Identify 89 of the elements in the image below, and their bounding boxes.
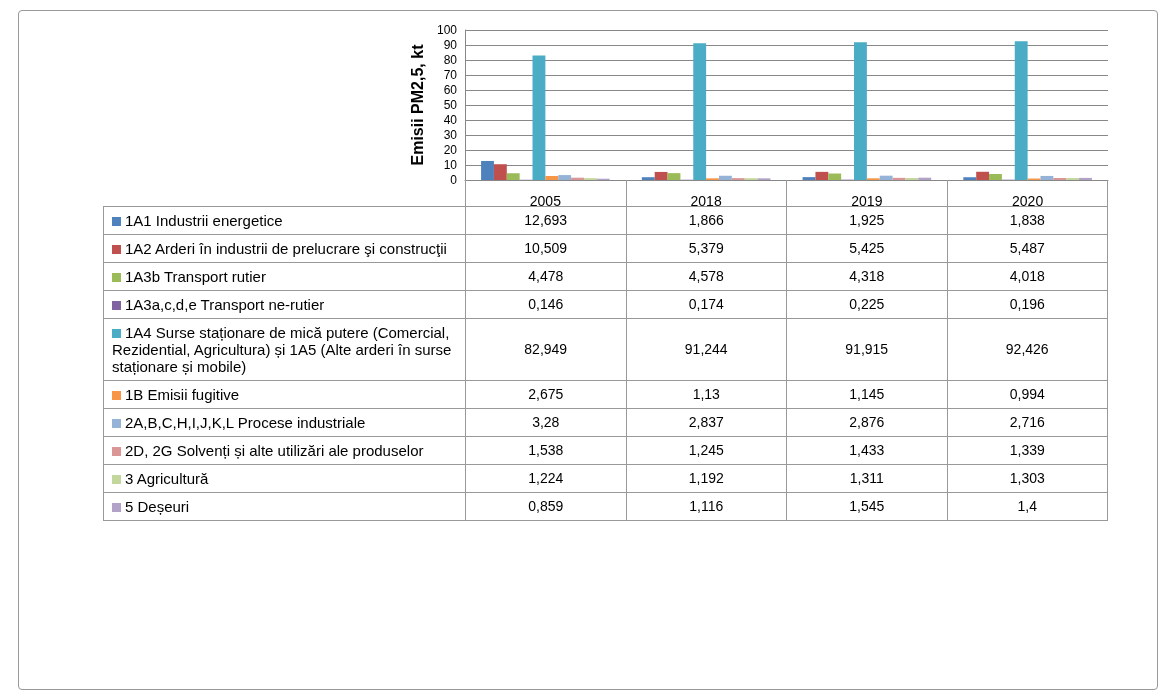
data-label: 1,545 (786, 492, 947, 520)
data-label: 1,538 (465, 436, 626, 464)
bar (641, 177, 655, 180)
data-label: 2,716 (947, 408, 1108, 436)
y-tick-label: 50 (443, 98, 458, 112)
data-label: 1,311 (786, 464, 947, 492)
data-label: 1,224 (465, 464, 626, 492)
bar (963, 177, 977, 180)
legend-label: 1A4 Surse staționare de mică putere (Comercial, Rezidential, Agricultura) și 1A5 (Alte arderi în surse staționare și mobile) (112, 323, 452, 375)
data-label: 92,426 (947, 318, 1108, 380)
bar (532, 55, 546, 180)
data-label: 91,915 (786, 318, 947, 380)
legend-label: 2A,B,C,H,I,J,K,L Procese industriale (124, 413, 366, 431)
data-label: 3,28 (465, 408, 626, 436)
data-label: 0,174 (626, 290, 787, 318)
data-label: 4,018 (947, 262, 1108, 290)
y-tick-label: 40 (443, 113, 458, 127)
data-label: 5,425 (786, 234, 947, 262)
bar (976, 171, 990, 180)
x-tick-label: 2020 (1012, 193, 1044, 209)
bar (1079, 177, 1092, 180)
bar (493, 164, 507, 180)
bar (815, 171, 829, 180)
data-label: 5,487 (947, 234, 1108, 262)
data-label: 1,433 (786, 436, 947, 464)
data-label: 2,675 (465, 380, 626, 408)
legend-label: 2D, 2G Solvenți și alte utilizări ale produselor (124, 441, 424, 459)
bar (828, 173, 842, 180)
bar (667, 173, 681, 180)
y-tick-label: 100 (436, 23, 458, 37)
data-label: 1,339 (947, 436, 1108, 464)
data-label: 1,303 (947, 464, 1108, 492)
bar (989, 173, 1002, 180)
data-label: 0,225 (786, 290, 947, 318)
bar (693, 43, 707, 180)
data-label: 82,949 (465, 318, 626, 380)
bar (558, 175, 572, 180)
bar (654, 171, 668, 180)
y-tick-label: 10 (443, 158, 458, 172)
data-label: 1,13 (626, 380, 787, 408)
data-label: 1,925 (849, 212, 885, 228)
bar (481, 160, 494, 180)
data-label: 12,693 (524, 212, 568, 228)
y-tick-label: 90 (443, 38, 458, 52)
legend-label: 1A3a,c,d,e Transport ne-rutier (124, 295, 325, 313)
data-label: 5,379 (626, 234, 787, 262)
data-label: 4,578 (626, 262, 787, 290)
y-tick-label: 60 (443, 83, 458, 97)
bar (802, 177, 816, 180)
y-tick-label: 20 (443, 143, 458, 157)
y-tick-label: 80 (443, 53, 458, 67)
data-label: 0,196 (947, 290, 1108, 318)
data-label: 0,994 (947, 380, 1108, 408)
bar (854, 42, 867, 180)
bar (506, 173, 520, 180)
legend-label: 1A3b Transport rutier (124, 267, 266, 285)
data-label: 1,838 (1009, 212, 1045, 228)
legend-label: 1B Emisii fugitive (124, 385, 240, 403)
legend-label: 1A2 Arderi în industrii de prelucrare şi construcţii (124, 239, 447, 257)
legend-label: 3 Agricultură (124, 469, 209, 487)
y-axis-title: Emisii PM2,5, kt (408, 43, 426, 166)
data-label: 1,145 (786, 380, 947, 408)
x-tick-label: 2019 (851, 193, 883, 209)
bar (1040, 175, 1054, 180)
data-label: 2,837 (626, 408, 787, 436)
data-label: 2,876 (786, 408, 947, 436)
data-label: 1,866 (688, 212, 724, 228)
bar (1014, 41, 1028, 180)
data-label: 1,245 (626, 436, 787, 464)
x-tick-label: 2005 (529, 193, 562, 209)
data-label: 4,318 (786, 262, 947, 290)
y-tick-label: 0 (450, 173, 458, 187)
data-label: 10,509 (465, 234, 626, 262)
data-label: 1,192 (626, 464, 787, 492)
data-label: 91,244 (626, 318, 787, 380)
bar (718, 175, 732, 180)
y-tick-label: 30 (443, 128, 458, 142)
data-label: 0,146 (465, 290, 626, 318)
legend-label: 5 Deșeuri (124, 497, 190, 515)
bar (879, 175, 893, 180)
bar (1053, 177, 1067, 180)
y-tick-label: 70 (443, 68, 458, 82)
data-label: 4,478 (465, 262, 626, 290)
data-label: 1,4 (947, 492, 1108, 520)
data-label: 0,859 (465, 492, 626, 520)
legend-label: 1A1 Industrii energetice (124, 211, 283, 229)
x-tick-label: 2018 (690, 193, 722, 209)
bar (545, 175, 559, 180)
data-label: 1,116 (626, 492, 787, 520)
